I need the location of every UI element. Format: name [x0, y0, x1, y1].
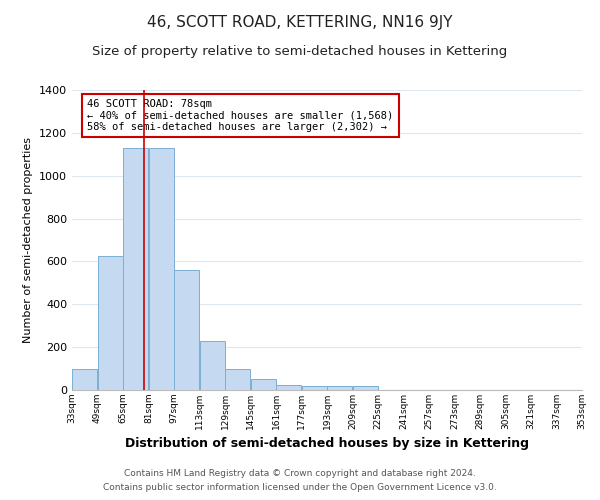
- Bar: [175, 270, 199, 390]
- Bar: [124, 148, 148, 390]
- Bar: [302, 386, 326, 390]
- Bar: [251, 380, 275, 390]
- Bar: [226, 368, 250, 390]
- Text: 46, SCOTT ROAD, KETTERING, NN16 9JY: 46, SCOTT ROAD, KETTERING, NN16 9JY: [147, 15, 453, 30]
- Bar: [200, 340, 224, 390]
- Bar: [73, 368, 97, 390]
- Text: 46 SCOTT ROAD: 78sqm
← 40% of semi-detached houses are smaller (1,568)
58% of se: 46 SCOTT ROAD: 78sqm ← 40% of semi-detac…: [88, 99, 394, 132]
- Bar: [353, 386, 377, 390]
- Bar: [277, 384, 301, 390]
- Bar: [149, 148, 173, 390]
- X-axis label: Distribution of semi-detached houses by size in Kettering: Distribution of semi-detached houses by …: [125, 438, 529, 450]
- Text: Contains HM Land Registry data © Crown copyright and database right 2024.: Contains HM Land Registry data © Crown c…: [124, 468, 476, 477]
- Y-axis label: Number of semi-detached properties: Number of semi-detached properties: [23, 137, 34, 343]
- Text: Size of property relative to semi-detached houses in Kettering: Size of property relative to semi-detach…: [92, 45, 508, 58]
- Bar: [328, 386, 352, 390]
- Text: Contains public sector information licensed under the Open Government Licence v3: Contains public sector information licen…: [103, 484, 497, 492]
- Bar: [98, 256, 122, 390]
